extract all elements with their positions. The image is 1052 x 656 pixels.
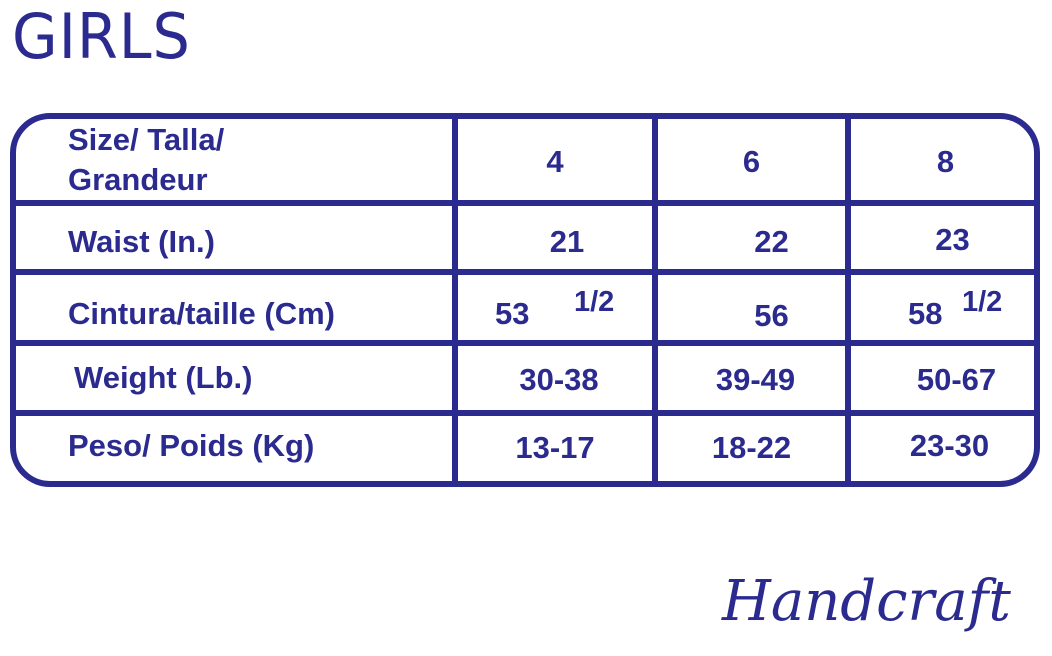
cell: 18-22 — [711, 430, 792, 465]
column-divider — [652, 113, 658, 487]
row-label: Weight (Lb.) — [74, 360, 253, 395]
size-6: 6 — [742, 144, 761, 179]
cell-fraction: 1/2 — [574, 286, 615, 318]
cell: 13-17 — [515, 430, 595, 465]
row-divider — [10, 200, 1040, 206]
cell: 58 — [908, 296, 943, 331]
header-label-line: Size/ Talla/ — [68, 122, 225, 157]
row-label: Cintura/taille (Cm) — [68, 296, 335, 331]
header-label: Size/ Talla/ Grandeur — [68, 124, 224, 196]
page-title: GIRLS — [12, 0, 191, 73]
row-label: Waist (In.) — [68, 224, 215, 259]
cell: 30-38 — [519, 362, 599, 397]
cell-fraction: 1/2 — [962, 286, 1003, 318]
cell: 21 — [549, 224, 585, 259]
column-divider — [845, 113, 851, 487]
cell: 53 — [495, 296, 530, 331]
table-border — [10, 113, 1040, 487]
cell: 56 — [754, 298, 789, 333]
cell: 23-30 — [909, 428, 990, 463]
row-label: Peso/ Poids (Kg) — [68, 428, 315, 463]
brand-logo: Handcraft — [722, 569, 1011, 634]
cell: 50-67 — [916, 362, 997, 397]
row-divider — [10, 410, 1040, 416]
header-label-line: Grandeur — [68, 162, 208, 197]
size-4: 4 — [546, 144, 564, 179]
column-divider — [452, 113, 458, 487]
row-divider — [10, 269, 1040, 275]
size-8: 8 — [936, 144, 955, 179]
cell: 39-49 — [715, 362, 796, 397]
row-divider — [10, 340, 1040, 346]
cell: 22 — [754, 224, 789, 259]
cell: 23 — [935, 222, 970, 257]
